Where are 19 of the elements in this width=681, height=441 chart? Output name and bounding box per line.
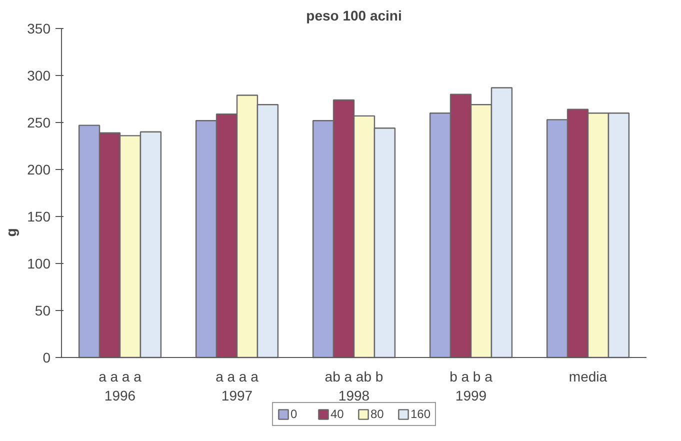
y-tick-label: 50 (34, 302, 51, 319)
y-tick-label: 150 (27, 208, 51, 225)
y-tick-label: 200 (27, 162, 51, 178)
chart-title: peso 100 acini (306, 8, 402, 24)
x-tick-label: ab a ab b 1998 (324, 368, 384, 404)
legend-label: 0 (290, 407, 298, 421)
x-tick-label: a a a a 1997 (216, 368, 259, 404)
y-tick-label: 100 (27, 256, 51, 272)
y-tick-label: 350 (27, 20, 51, 36)
y-tick-label: 250 (27, 114, 51, 131)
y-tick-label: 300 (27, 68, 51, 84)
legend-label: 40 (330, 407, 345, 421)
y-tick-label: 0 (42, 350, 51, 366)
legend-label: 80 (370, 407, 385, 421)
legend-label: 160 (410, 407, 431, 421)
x-tick-label: media (568, 368, 608, 385)
x-tick-label: b a b a 1999 (450, 368, 493, 404)
y-axis-title: g (3, 228, 20, 237)
x-tick-label: a a a a 1996 (98, 368, 142, 404)
